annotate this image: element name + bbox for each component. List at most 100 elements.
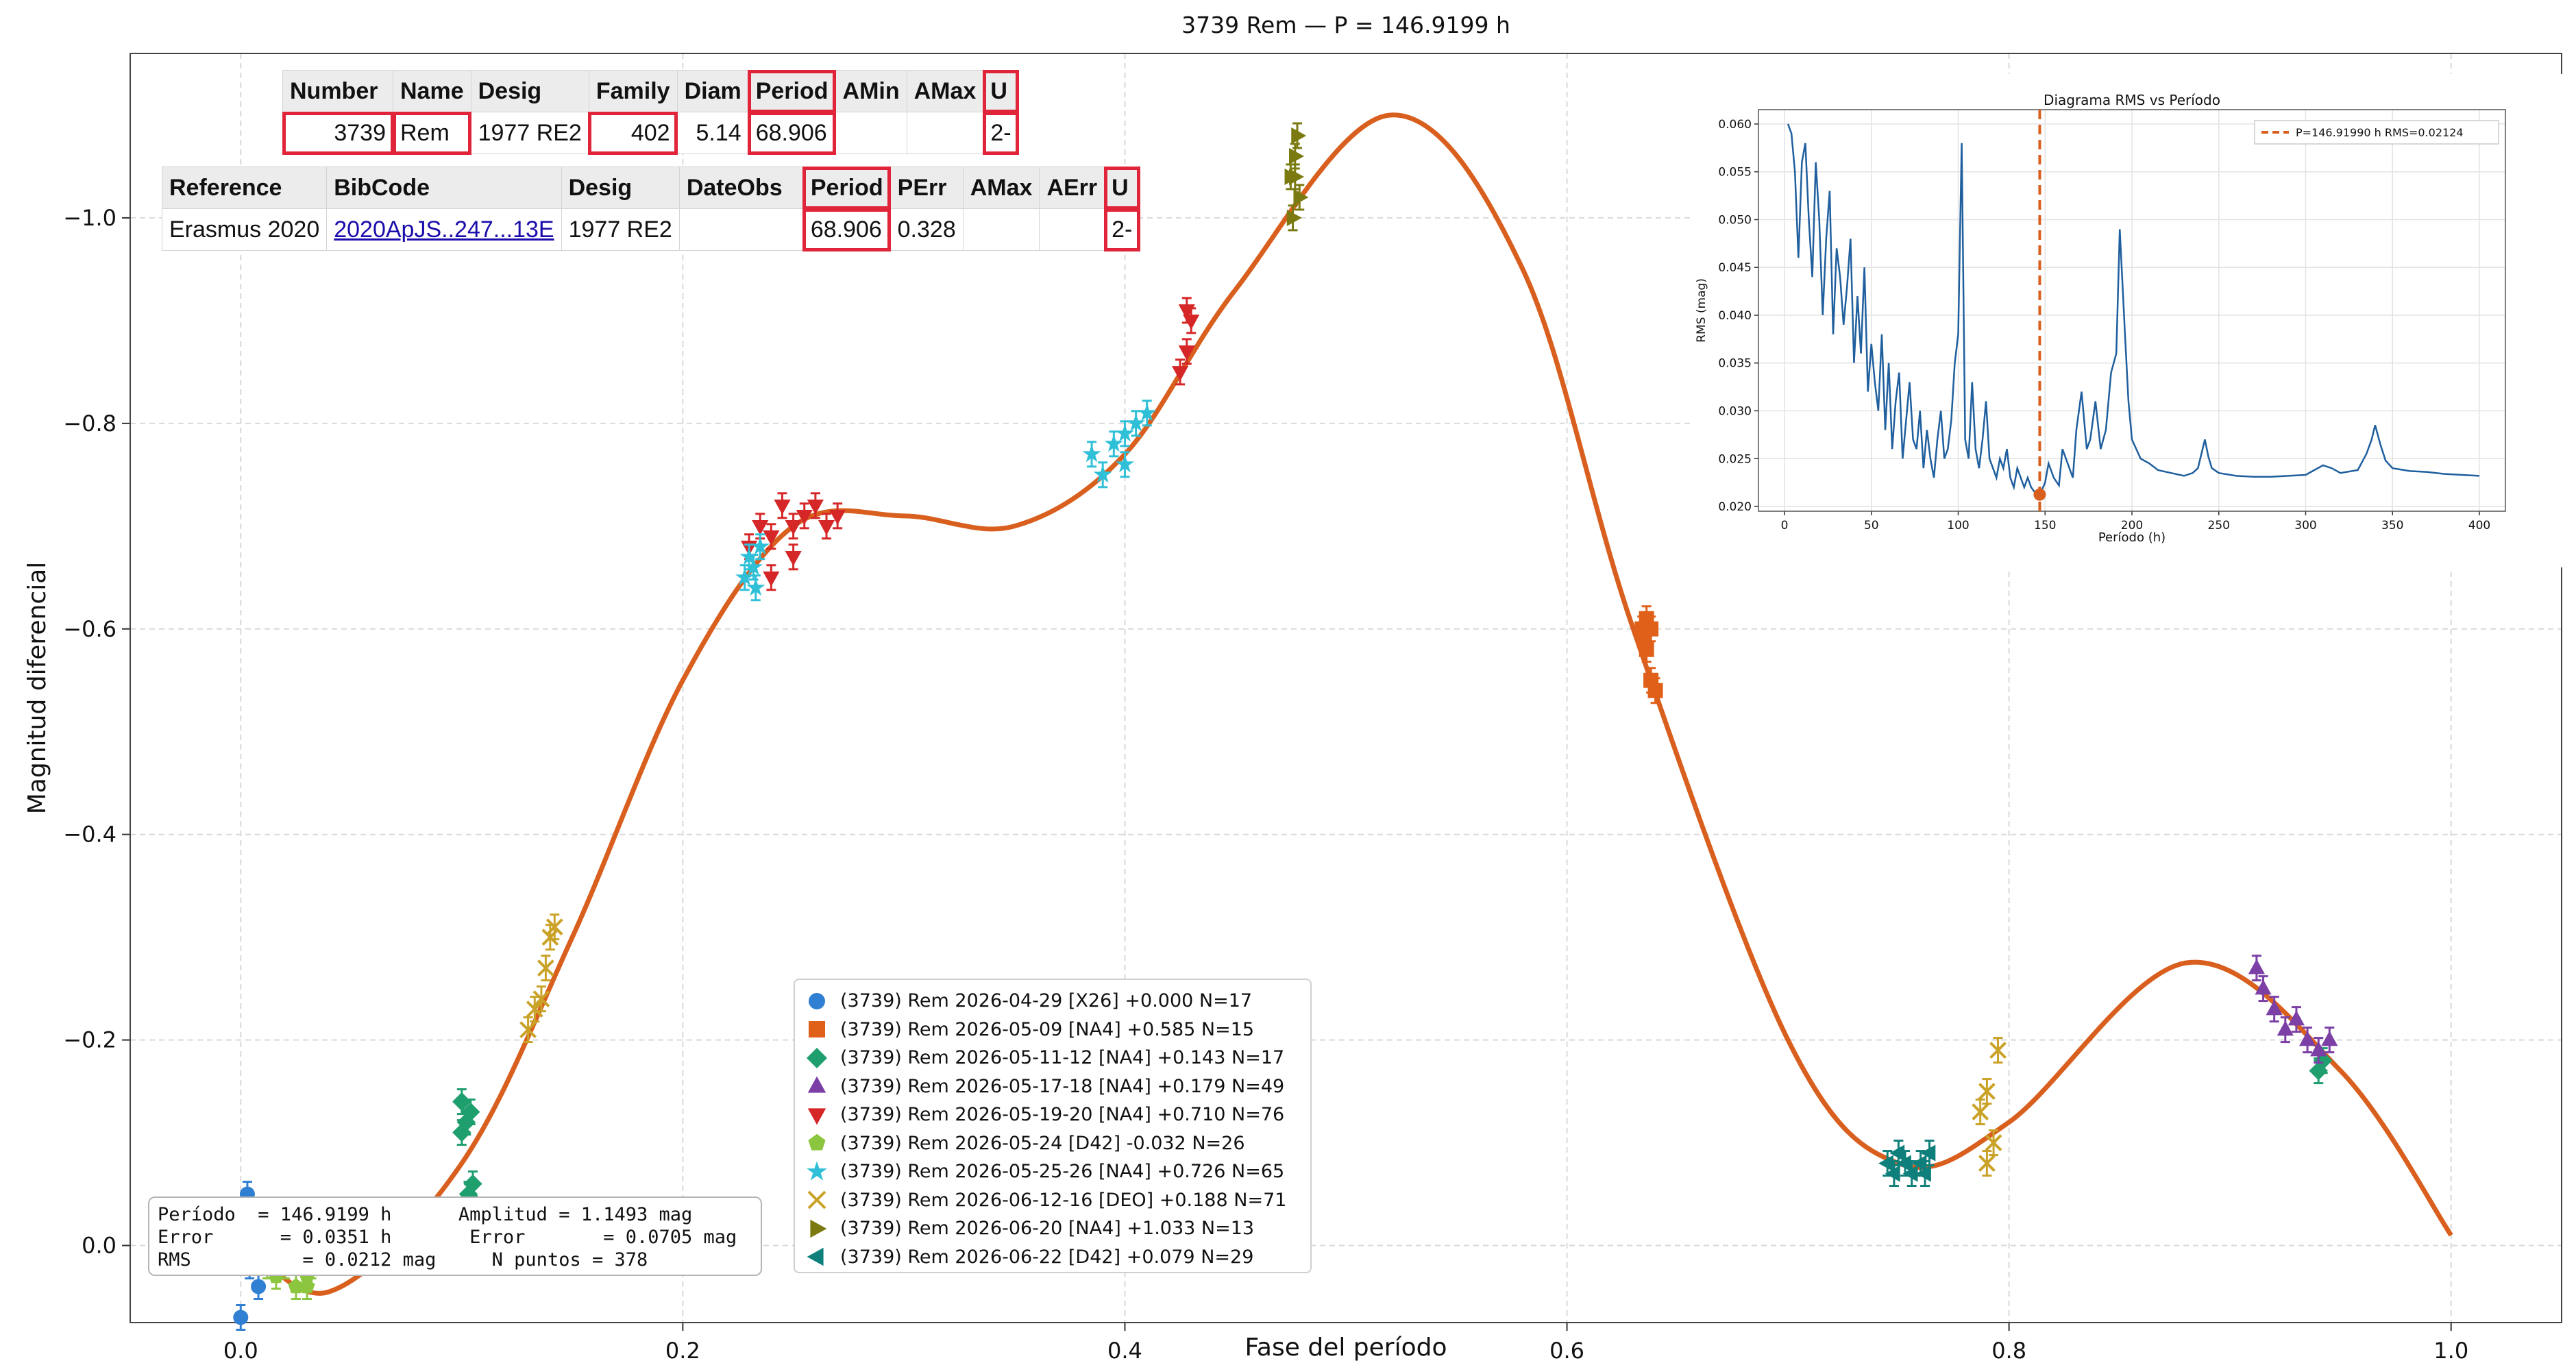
data-point-series-5	[829, 510, 846, 526]
legend-marker-shape	[807, 1248, 824, 1266]
inset-x-tick-label: 400	[2468, 519, 2490, 532]
data-point-series-7	[746, 578, 765, 596]
y-tick-label: −0.6	[63, 616, 116, 642]
inset-x-tick-label: 350	[2381, 519, 2403, 532]
legend-item: (3739) Rem 2026-05-11-12 [NA4] +0.143 N=…	[803, 1044, 1302, 1072]
col-number: Number	[282, 70, 393, 112]
col-diam: Diam	[676, 70, 749, 112]
col-period: Period	[748, 69, 837, 113]
data-point-series-5	[763, 571, 780, 587]
legend-item: (3739) Rem 2026-05-25-26 [NA4] +0.726 N=…	[803, 1157, 1302, 1186]
legend-label: (3739) Rem 2026-04-29 [X26] +0.000 N=17	[840, 990, 1253, 1012]
legend-marker	[807, 1190, 826, 1209]
cell-aerr	[1039, 208, 1105, 251]
data-point-series-5	[818, 520, 835, 536]
stats-line-1: Período = 146.9199 h Amplitud = 1.1493 m…	[158, 1204, 693, 1225]
legend-label: (3739) Rem 2026-05-17-18 [NA4] +0.179 N=…	[840, 1075, 1285, 1097]
legend-marker-shape	[807, 1190, 826, 1209]
inset-y-tick-label: 0.040	[1718, 309, 1752, 323]
cell-desig: 1977 RE2	[470, 112, 589, 154]
data-point-series-7	[1115, 454, 1135, 473]
best-period-point	[2033, 488, 2046, 501]
data-point-series-9	[1289, 168, 1305, 186]
bibcode-link[interactable]: 2020ApJS..247...13E	[334, 216, 554, 243]
data-point-series-10	[1885, 1165, 1900, 1182]
data-point-series-7	[739, 547, 759, 565]
cell-bibcode[interactable]: 2020ApJS..247...13E	[326, 208, 562, 251]
y-tick-label: 0.0	[82, 1233, 116, 1259]
data-point-series-8	[1978, 1083, 1996, 1101]
legend-label: (3739) Rem 2026-05-25-26 [NA4] +0.726 N=…	[840, 1161, 1285, 1183]
y-tick-label: −0.4	[63, 822, 116, 848]
col-amin: AMin	[835, 70, 907, 112]
inset-y-axis-label: RMS (mag)	[1695, 278, 1708, 343]
cell-name: Rem	[392, 111, 472, 155]
legend-marker-shape	[807, 1047, 827, 1068]
data-point-series-5	[752, 520, 769, 536]
data-point-series-10	[1920, 1144, 1936, 1162]
data-point-series-3	[463, 1174, 482, 1194]
data-point-series-4	[2298, 1031, 2316, 1046]
inset-y-tick-label: 0.020	[1718, 500, 1752, 514]
cell-number: 3739	[282, 111, 394, 155]
data-point-series-3	[461, 1102, 480, 1122]
inset-x-tick-label: 50	[1864, 519, 1879, 532]
data-point-series-4	[2321, 1031, 2338, 1046]
legend-item: (3739) Rem 2026-05-17-18 [NA4] +0.179 N=…	[803, 1072, 1302, 1101]
fit-stats-box: Período = 146.9199 h Amplitud = 1.1493 m…	[148, 1196, 762, 1276]
data-point-series-1	[233, 1310, 249, 1325]
data-point-series-5	[807, 500, 824, 515]
data-point-series-8	[537, 959, 554, 977]
data-point-series-5	[796, 510, 813, 526]
legend-marker	[807, 1108, 826, 1125]
x-tick-label: 0.8	[1991, 1338, 2026, 1363]
series-legend: (3739) Rem 2026-04-29 [X26] +0.000 N=17 (…	[794, 979, 1312, 1273]
data-point-series-7	[1082, 444, 1101, 463]
data-point-series-10	[1902, 1165, 1918, 1182]
cell-family: 402	[588, 111, 678, 155]
data-point-series-7	[1104, 434, 1123, 452]
legend-label: (3739) Rem 2026-06-22 [D42] +0.079 N=29	[840, 1246, 1254, 1268]
data-point-series-1	[251, 1279, 267, 1294]
data-point-series-5	[1171, 366, 1189, 382]
data-point-series-8	[532, 990, 550, 1008]
legend-item: (3739) Rem 2026-06-22 [D42] +0.079 N=29	[803, 1243, 1302, 1272]
x-tick-label: 1.0	[2433, 1338, 2468, 1363]
legend-marker	[807, 1161, 827, 1181]
data-point-series-4	[2287, 1010, 2305, 1026]
legend-marker	[809, 1021, 825, 1038]
inset-x-tick-label: 200	[2121, 519, 2143, 532]
col-name: Name	[393, 70, 471, 112]
col-u: U	[982, 69, 1020, 113]
legend-label: (3739) Rem 2026-06-12-16 [DEO] +0.188 N=…	[840, 1189, 1287, 1211]
cell-amax	[906, 112, 984, 154]
data-point-series-2	[1636, 631, 1652, 647]
y-tick-label: −0.2	[63, 1027, 116, 1053]
chart-title: 3739 Rem — P = 146.9199 h	[1181, 12, 1510, 38]
inset-x-tick-label: 150	[2034, 519, 2056, 532]
col-amax: AMax	[906, 70, 984, 112]
data-point-series-8	[1989, 1042, 2007, 1059]
stats-line-2: Error = 0.0351 h Error = 0.0705 mag	[158, 1227, 737, 1248]
col-desig: Desig	[561, 167, 680, 209]
y-tick-label: −1.0	[63, 205, 116, 231]
col-desig: Desig	[470, 70, 589, 112]
data-point-series-8	[1978, 1155, 1996, 1172]
data-point-series-9	[1291, 127, 1307, 145]
legend-marker-shape	[809, 992, 825, 1009]
legend-marker	[808, 1134, 826, 1151]
cell-u: 2-	[982, 111, 1020, 155]
data-point-series-7	[1126, 413, 1146, 432]
data-point-series-9	[1286, 209, 1302, 227]
legend-marker-shape	[810, 1219, 827, 1238]
y-tick-label: −0.8	[63, 410, 116, 437]
cell-amin	[835, 112, 907, 154]
data-point-series-4	[2266, 1000, 2283, 1016]
x-tick-label: 0.6	[1549, 1338, 1584, 1363]
y-axis-label: Magnitud diferencial	[23, 562, 51, 815]
inset-legend-label: P=146.91990 h RMS=0.02124	[2296, 126, 2464, 139]
data-point-series-5	[763, 530, 780, 546]
legend-item: (3739) Rem 2026-05-09 [NA4] +0.585 N=15	[803, 1016, 1302, 1044]
inset-x-axis-label: Período (h)	[2098, 530, 2166, 545]
cell-amax	[962, 208, 1040, 251]
